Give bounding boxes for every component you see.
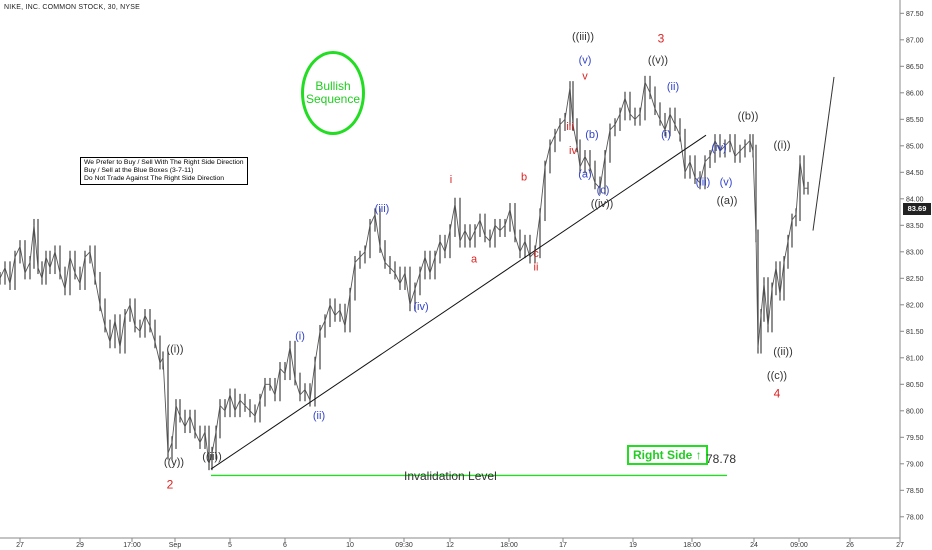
- wave-label: c: [533, 248, 539, 260]
- badge-line-1: Bullish: [315, 79, 351, 93]
- y-tick-label: 87.50: [906, 11, 924, 18]
- x-axis: 27 29 17:00 Sep 5 6 10 09:30 12 18:00 17 19 18:00 24 0…: [0, 537, 904, 549]
- wave-label: 4: [774, 387, 781, 401]
- x-tick-label: 17:00: [123, 542, 141, 549]
- chart-annotations: [210, 76, 835, 477]
- wave-label: (ii): [313, 410, 325, 422]
- wave-label: (v): [579, 55, 592, 67]
- wave-label: ((v)): [648, 55, 668, 67]
- price-series: [0, 75, 809, 471]
- y-tick-label: 84.00: [906, 196, 924, 203]
- wave-label: iv: [569, 145, 577, 157]
- note-line-1: We Prefer to Buy / Sell With The Right S…: [84, 159, 244, 166]
- wave-label: ((c)): [767, 370, 787, 382]
- wave-label: (ii): [667, 81, 679, 93]
- wave-label: ((y)): [164, 456, 184, 468]
- wave-label: ((a)): [717, 195, 738, 207]
- x-tick-label: 26: [846, 542, 854, 549]
- y-tick-label: 87.00: [906, 37, 924, 44]
- x-tick-label: 5: [228, 542, 232, 549]
- y-tick-label: 86.50: [906, 64, 924, 71]
- wave-label: v: [582, 71, 588, 83]
- price-line: [0, 80, 808, 464]
- y-tick-label: 84.50: [906, 170, 924, 177]
- y-tick-label: 86.00: [906, 90, 924, 97]
- y-tick-label: 81.50: [906, 329, 924, 336]
- trendline: [210, 134, 707, 470]
- x-tick-label: 18:00: [500, 542, 518, 549]
- note-line-3: Do Not Trade Against The Right Side Dire…: [84, 175, 225, 182]
- wave-label: (i): [295, 330, 305, 342]
- y-tick-label: 78.50: [906, 488, 924, 495]
- wave-label: 3: [658, 31, 665, 45]
- wave-label: ((i)): [773, 139, 790, 151]
- x-tick-label: 10: [346, 542, 354, 549]
- wave-label: ((i)): [166, 344, 183, 356]
- chart-title: NIKE, INC. COMMON STOCK, 30, NYSE: [4, 4, 140, 11]
- invalidation-value: 78.78: [706, 452, 737, 466]
- wave-label: ((iv)): [591, 198, 614, 210]
- x-tick-label: 6: [283, 542, 287, 549]
- wave-label: (a): [578, 169, 591, 181]
- x-tick-label: 29: [76, 542, 84, 549]
- y-tick-label: 83.50: [906, 223, 924, 230]
- y-tick-label: 85.50: [906, 117, 924, 124]
- y-tick-label: 79.50: [906, 435, 924, 442]
- wave-label: b: [521, 171, 527, 183]
- x-tick-label: 09:00: [790, 542, 808, 549]
- x-tick-label: 19: [629, 542, 637, 549]
- wave-label: (v): [720, 177, 733, 189]
- wave-labels: ((i))((y))2((ii))(i)(ii)(iii)(iv)iabciii…: [164, 31, 793, 492]
- wave-label: ((iii)): [572, 31, 594, 43]
- x-tick-label: 27: [896, 542, 904, 549]
- y-axis: 78.00 78.50 79.00 79.50 80.00 80.50 81.00 81.50…: [899, 0, 924, 538]
- x-tick-label: 18:00: [683, 542, 701, 549]
- y-tick-label: 81.00: [906, 355, 924, 362]
- x-tick-label: 09:30: [395, 542, 413, 549]
- wave-label: ((b)): [738, 110, 759, 122]
- y-tick-label: 80.50: [906, 382, 924, 389]
- wave-label: a: [471, 253, 478, 265]
- x-tick-label: 12: [446, 542, 454, 549]
- x-tick-label: 17: [559, 542, 567, 549]
- last-price-tag: 83.69: [903, 203, 931, 215]
- wave-label: ((ii)): [773, 346, 793, 358]
- wave-label: ((ii)): [202, 451, 222, 463]
- invalidation-label: Invalidation Level: [404, 469, 497, 483]
- y-tick-label: 83.00: [906, 249, 924, 256]
- wave-label: (iv): [413, 301, 428, 313]
- y-tick-label: 80.00: [906, 408, 924, 415]
- y-tick-label: 82.50: [906, 276, 924, 283]
- wave-label: (iii): [375, 203, 390, 215]
- x-tick-label: 27: [16, 542, 24, 549]
- x-tick-label: Sep: [169, 542, 182, 549]
- wave-label: (iv): [711, 142, 726, 154]
- wave-label: (c): [597, 185, 610, 197]
- projection-line: [812, 76, 835, 231]
- trading-rules-note: We Prefer to Buy / Sell With The Right S…: [80, 157, 248, 185]
- y-tick-label: 85.00: [906, 143, 924, 150]
- note-line-2: Buy / Sell at the Blue Boxes (3-7-11): [84, 167, 194, 174]
- wave-label: i: [450, 174, 452, 186]
- wave-label: ii: [534, 261, 539, 273]
- y-tick-label: 78.00: [906, 514, 924, 521]
- badge-line-2: Sequence: [305, 92, 361, 106]
- wave-label: (b): [585, 129, 598, 141]
- wave-label: (iii): [696, 177, 711, 189]
- y-tick-label: 79.00: [906, 461, 924, 468]
- x-tick-label: 24: [750, 542, 758, 549]
- wave-label: (i): [661, 129, 671, 141]
- y-tick-label: 82.00: [906, 302, 924, 309]
- bullish-sequence-badge: Bullish Sequence: [301, 51, 365, 135]
- right-side-badge: Right Side ↑: [627, 445, 708, 465]
- wave-label: 2: [167, 478, 174, 492]
- wave-label: iii: [566, 121, 573, 133]
